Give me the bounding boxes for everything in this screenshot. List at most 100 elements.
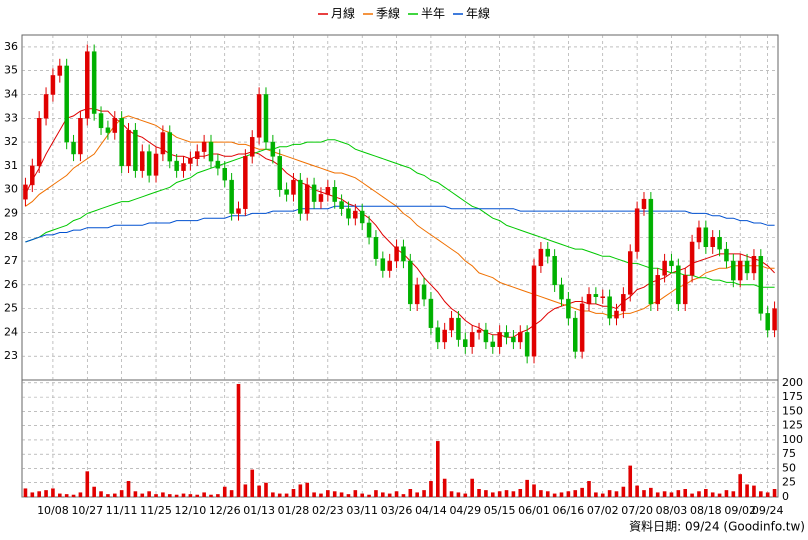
volume-bar (717, 493, 722, 497)
candle-body (78, 118, 83, 155)
candle-body (579, 303, 585, 352)
volume-bar (566, 491, 571, 497)
x-tick-label: 12/10 (175, 504, 207, 517)
candle-body (174, 160, 179, 171)
y-tick-label: 34 (4, 87, 18, 100)
volume-bar (600, 493, 605, 497)
volume-bar (387, 493, 392, 497)
y-tick-label: 25 (4, 302, 18, 315)
volume-bar (78, 492, 83, 497)
candle-body (249, 137, 255, 157)
volume-bar (649, 487, 653, 497)
y-tick-label: 29 (4, 206, 18, 219)
y2-tick-label: 75 (782, 447, 796, 460)
candle-body (215, 160, 221, 169)
candle-body (160, 132, 166, 155)
volume-bar (291, 489, 296, 497)
volume-bar (367, 494, 371, 497)
candle-body (339, 201, 344, 209)
candle-body (428, 298, 434, 328)
volume-bar (401, 494, 406, 497)
candle-body (380, 258, 386, 271)
volume-bar (456, 492, 461, 497)
candle-body (222, 167, 227, 181)
candle-body (586, 294, 592, 305)
volume-bar (532, 484, 536, 497)
volume-bar (436, 441, 440, 497)
volume-bar (545, 491, 550, 497)
candle-body (621, 294, 626, 312)
candle-body (717, 236, 722, 250)
volume-bar (408, 489, 413, 497)
candle-body (43, 94, 49, 119)
volume-bar (71, 494, 76, 497)
volume-bar (216, 494, 220, 497)
candle-body (359, 210, 365, 224)
candle-body (153, 153, 159, 176)
volume-bar (738, 474, 742, 497)
candle-body (119, 118, 124, 167)
candle-body (531, 265, 537, 357)
volume-bar (635, 485, 639, 497)
candle-body (332, 187, 337, 202)
y-tick-label: 24 (4, 325, 18, 338)
candle-body (373, 236, 379, 259)
volume-bar (655, 492, 660, 497)
volume-bar (106, 494, 110, 497)
y2-tick-label: 175 (782, 390, 803, 403)
x-tick-label: 12/26 (209, 504, 241, 517)
volume-bar (353, 490, 358, 497)
volume-bar (140, 493, 145, 497)
candle-body (346, 208, 351, 219)
candle-body (243, 156, 248, 209)
volume-bar (64, 494, 69, 497)
volume-bar (662, 491, 667, 497)
volume-bar (195, 494, 200, 497)
volume-bar (222, 486, 227, 497)
volume-bar (374, 490, 378, 497)
volume-bar (580, 487, 584, 497)
candle-body (298, 179, 303, 214)
volume-bar (449, 491, 454, 497)
volume-bar (429, 481, 433, 497)
volume-bar (305, 482, 310, 497)
volume-bar (112, 493, 117, 497)
candle-body (256, 94, 262, 138)
candle-body (23, 184, 28, 200)
volume-bar (85, 471, 90, 497)
y-tick-label: 31 (4, 159, 18, 172)
x-tick-label: 07/02 (587, 504, 619, 517)
volume-bar (236, 383, 241, 497)
volume-bar (51, 488, 55, 497)
candle-body (648, 198, 654, 305)
legend-label: 月線 (331, 6, 355, 21)
volume-bar (277, 493, 282, 497)
candle-body (50, 75, 56, 95)
y-tick-label: 26 (4, 278, 18, 291)
volume-bar (257, 485, 261, 497)
y-tick-label: 23 (4, 349, 18, 362)
volume-bar (312, 492, 316, 497)
candle-body (483, 329, 489, 343)
candle-body (353, 210, 358, 219)
candle-body (669, 260, 674, 267)
candle-body (703, 227, 709, 248)
volume-bar (587, 481, 591, 497)
x-tick-label: 08/18 (690, 504, 722, 517)
y-tick-label: 28 (4, 230, 18, 243)
volume-bar (167, 494, 172, 497)
volume-bar (759, 491, 763, 497)
volume-bar (607, 490, 612, 497)
candle-body (195, 151, 200, 159)
candle-body (30, 165, 35, 186)
candle-body (744, 260, 750, 274)
x-tick-label: 01/13 (243, 504, 275, 517)
volume-bar (621, 486, 626, 497)
volume-bar (731, 491, 736, 497)
x-tick-label: 05/15 (484, 504, 516, 517)
volume-bar (92, 486, 96, 497)
volume-bar (539, 490, 543, 497)
candle-body (167, 132, 173, 162)
candle-body (634, 208, 640, 252)
